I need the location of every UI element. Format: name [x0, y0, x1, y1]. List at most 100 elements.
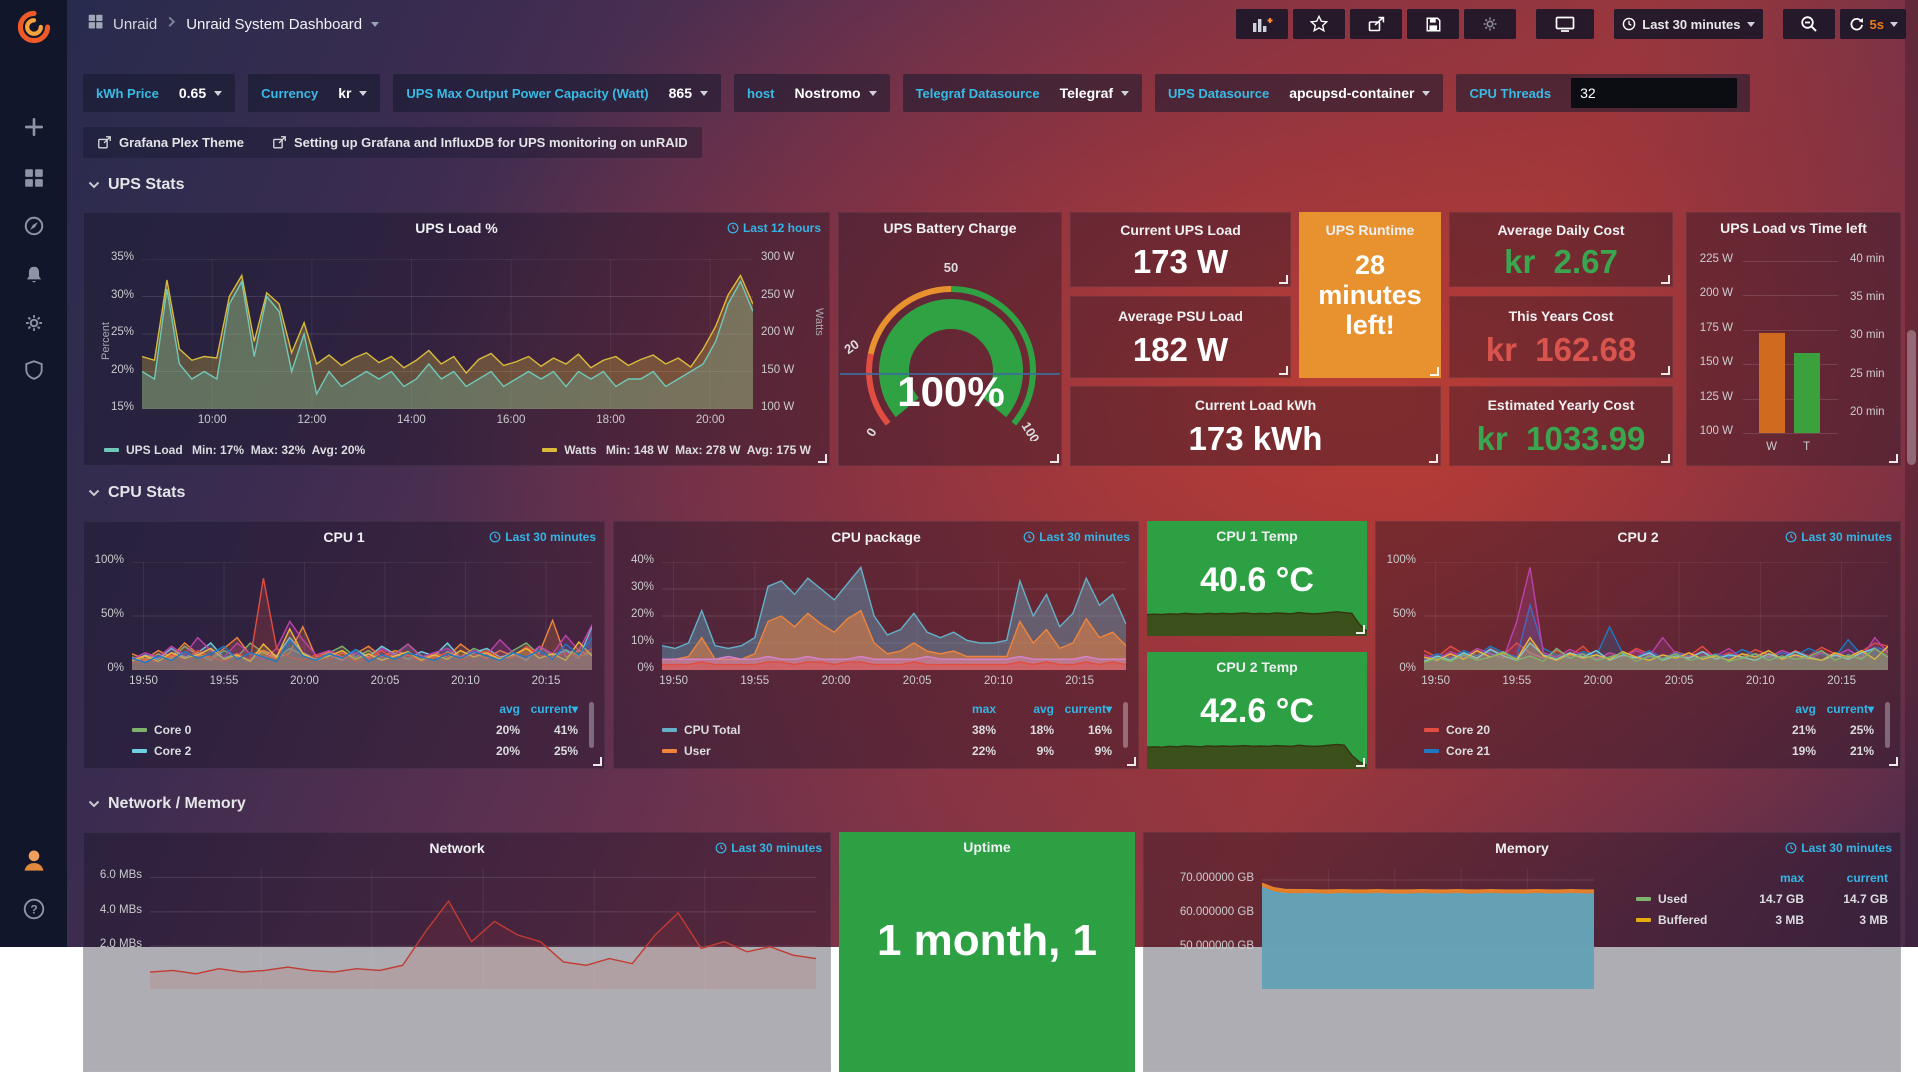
legend-value: 3 MB	[1720, 913, 1804, 927]
page-scrollbar-thumb[interactable]	[1907, 330, 1916, 465]
bar-W[interactable]	[1759, 333, 1785, 433]
cycle-view-tv-button[interactable]	[1536, 9, 1594, 39]
panel-resize-handle[interactable]	[1127, 757, 1136, 766]
gridline	[1743, 364, 1838, 365]
legend-column-header[interactable]: current▾	[1054, 702, 1112, 716]
variable-ups-max-output[interactable]: UPS Max Output Power Capacity (Watt)865	[393, 74, 721, 112]
legend-column-header[interactable]: max	[938, 702, 996, 716]
panel-resize-handle[interactable]	[1661, 366, 1670, 375]
chevron-down-icon[interactable]	[371, 22, 379, 27]
section-cpu-stats[interactable]: CPU Stats	[88, 484, 185, 502]
legend-series-name[interactable]: Core 0	[132, 723, 462, 737]
share-button[interactable]	[1350, 9, 1402, 39]
panel-resize-handle[interactable]	[1429, 454, 1438, 463]
panel-resize-handle[interactable]	[1661, 454, 1670, 463]
panel-resize-handle[interactable]	[1889, 757, 1898, 766]
legend-series-name[interactable]: Core 21	[1424, 744, 1758, 758]
y-axis-tick: 50%	[1393, 608, 1416, 620]
panel-resize-handle[interactable]	[1661, 275, 1670, 284]
admin-shield-icon[interactable]	[0, 350, 67, 390]
section-network-memory[interactable]: Network / Memory	[88, 795, 246, 813]
panel-resize-handle[interactable]	[1430, 367, 1439, 376]
legend-scrollbar[interactable]	[1885, 702, 1890, 748]
panel-time-range[interactable]: Last 12 hours	[727, 221, 821, 235]
page-title[interactable]: Unraid System Dashboard	[186, 16, 362, 33]
link-ups-monitoring-guide[interactable]: Setting up Grafana and InfluxDB for UPS …	[272, 135, 688, 150]
panel-title[interactable]: UPS Load %	[84, 220, 829, 236]
legend-column-header[interactable]: current	[1804, 871, 1888, 885]
panel-current-ups-load: Current UPS Load 173 W	[1070, 212, 1291, 287]
legend-item[interactable]: UPS Load Min: 17% Max: 32% Avg: 20%	[104, 443, 365, 457]
add-icon[interactable]	[0, 107, 67, 147]
legend-series-name[interactable]: Core 20	[1424, 723, 1758, 737]
configuration-gear-icon[interactable]	[0, 303, 67, 343]
panel-resize-handle[interactable]	[818, 454, 827, 463]
legend-column-header[interactable]: avg	[1758, 702, 1816, 716]
y-axis-tick: 15%	[111, 401, 134, 413]
link-grafana-plex-theme[interactable]: Grafana Plex Theme	[97, 135, 244, 150]
svg-text:100: 100	[1019, 419, 1043, 441]
dashboard-grid-icon[interactable]	[87, 13, 104, 35]
legend-scrollbar[interactable]	[1123, 702, 1128, 748]
legend-column-header[interactable]: avg	[462, 702, 520, 716]
legend-series-name[interactable]: Used	[1636, 892, 1720, 906]
panel-resize-handle[interactable]	[1279, 366, 1288, 375]
gauge-baseline	[840, 373, 1060, 375]
legend-column-header[interactable]: max	[1720, 871, 1804, 885]
legend-series-name[interactable]: CPU Total	[662, 723, 938, 737]
panel-resize-handle[interactable]	[1356, 758, 1365, 767]
settings-gear-button[interactable]	[1464, 9, 1516, 39]
time-range-picker[interactable]: Last 30 minutes	[1614, 9, 1762, 39]
breadcrumb-folder[interactable]: Unraid	[113, 16, 157, 33]
legend-series-name[interactable]: Buffered	[1636, 913, 1720, 927]
panel-resize-handle[interactable]	[1050, 454, 1059, 463]
star-button[interactable]	[1293, 9, 1345, 39]
add-panel-button[interactable]	[1236, 9, 1288, 39]
stat-value: kr 162.68	[1450, 331, 1672, 369]
refresh-button[interactable]: 5s	[1840, 9, 1906, 39]
section-ups-stats[interactable]: UPS Stats	[88, 176, 184, 194]
legend-value: 22%	[938, 744, 996, 758]
y-axis-tick: 0%	[1399, 662, 1416, 674]
legend-column-header[interactable]: avg	[996, 702, 1054, 716]
alerting-bell-icon[interactable]	[0, 255, 67, 295]
bar-T[interactable]	[1794, 353, 1820, 433]
panel-resize-handle[interactable]	[593, 757, 602, 766]
legend-column-header[interactable]: current▾	[520, 702, 578, 716]
help-icon[interactable]: ?	[0, 889, 67, 929]
legend-value: 21%	[1816, 744, 1874, 758]
zoom-out-button[interactable]	[1783, 9, 1835, 39]
panel-resize-handle[interactable]	[1889, 454, 1898, 463]
explore-compass-icon[interactable]	[0, 206, 67, 246]
legend-series-name[interactable]: User	[662, 744, 938, 758]
user-avatar[interactable]	[0, 840, 67, 880]
dashboards-icon[interactable]	[0, 158, 67, 198]
panel-resize-handle[interactable]	[1279, 275, 1288, 284]
panel-resize-handle[interactable]	[1356, 625, 1365, 634]
x-axis-tick: 20:15	[1812, 675, 1872, 687]
legend-column-header[interactable]: current▾	[1816, 702, 1874, 716]
panel-title[interactable]: UPS Battery Charge	[839, 220, 1061, 236]
legend-series-name[interactable]: Core 2	[132, 744, 462, 758]
save-button[interactable]	[1407, 9, 1459, 39]
grafana-logo-icon[interactable]	[0, 5, 67, 49]
legend-scrollbar[interactable]	[589, 702, 594, 748]
legend-item[interactable]: Watts Min: 148 W Max: 278 W Avg: 175 W	[542, 443, 811, 457]
cpu-threads-input[interactable]	[1571, 78, 1737, 108]
